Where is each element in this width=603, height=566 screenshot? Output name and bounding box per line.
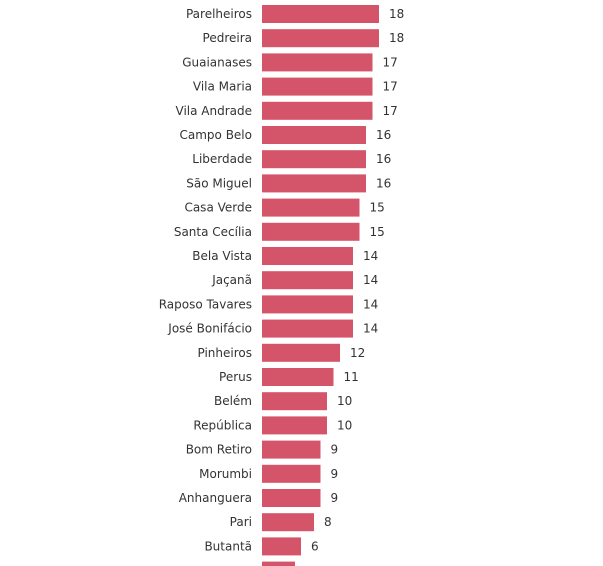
value-label: 16 bbox=[376, 128, 391, 142]
bar-row: São Miguel 16 bbox=[186, 174, 391, 193]
value-label: 17 bbox=[383, 104, 398, 118]
category-label: Pari bbox=[230, 515, 252, 529]
bar bbox=[262, 295, 353, 314]
bar bbox=[262, 222, 360, 241]
bar bbox=[262, 343, 340, 362]
category-label: Liberdade bbox=[192, 152, 252, 166]
bar-row: Pinheiros 12 bbox=[198, 343, 365, 362]
bar bbox=[262, 392, 327, 411]
value-label: 12 bbox=[350, 346, 365, 360]
category-label: Parelheiros bbox=[186, 7, 252, 21]
value-label: 11 bbox=[344, 370, 359, 384]
category-label: Anhanguera bbox=[179, 491, 252, 505]
category-label: Santa Cecília bbox=[174, 225, 252, 239]
bar bbox=[262, 489, 321, 507]
value-label: 15 bbox=[370, 225, 385, 239]
bar bbox=[262, 440, 321, 459]
value-label: 14 bbox=[363, 249, 378, 263]
bar-row: José Bonifácio 14 bbox=[167, 319, 378, 338]
bar-row: Santa Cecília 15 bbox=[174, 222, 385, 241]
bar bbox=[262, 126, 366, 144]
bar-row: Bela Vista 14 bbox=[192, 247, 378, 265]
category-label: Morumbi bbox=[199, 467, 252, 481]
value-label: 15 bbox=[370, 201, 385, 215]
category-label: Bela Vista bbox=[192, 249, 252, 263]
bar-row: Guaianases 17 bbox=[182, 53, 398, 72]
bar bbox=[262, 77, 373, 96]
value-label: 14 bbox=[363, 322, 378, 336]
bar-row: Anhanguera 9 bbox=[179, 489, 338, 507]
bar-row: Liberdade 16 bbox=[192, 150, 391, 169]
bar-row: Jaçanã 14 bbox=[211, 271, 378, 290]
value-label: 8 bbox=[324, 515, 332, 529]
value-label: 10 bbox=[337, 394, 352, 408]
value-label: 9 bbox=[331, 467, 339, 481]
bar-row: Perus 11 bbox=[219, 368, 359, 386]
bar-row: Butantã 6 bbox=[204, 537, 319, 556]
category-label: Vila Maria bbox=[193, 80, 252, 94]
category-label: Jaçanã bbox=[211, 273, 252, 287]
category-label: Perus bbox=[219, 370, 252, 384]
value-label: 16 bbox=[376, 152, 391, 166]
bar-row: Parelheiros 18 bbox=[186, 5, 404, 23]
bar bbox=[262, 174, 366, 193]
category-label: Guaianases bbox=[182, 55, 252, 69]
category-label: República bbox=[193, 418, 252, 432]
value-label: 14 bbox=[363, 273, 378, 287]
bar bbox=[262, 513, 314, 532]
bar-row: Pedreira 18 bbox=[203, 29, 404, 48]
bar-partial bbox=[262, 561, 295, 566]
value-label: 18 bbox=[389, 7, 404, 21]
value-label: 16 bbox=[376, 176, 391, 190]
category-label: Campo Belo bbox=[180, 128, 253, 142]
bar-row: Raposo Tavares 14 bbox=[159, 295, 378, 314]
category-label: Pedreira bbox=[203, 31, 252, 45]
value-label: 6 bbox=[311, 539, 319, 553]
bar bbox=[262, 5, 379, 23]
bar bbox=[262, 29, 379, 48]
bar-row: Pari 8 bbox=[230, 513, 332, 532]
bar bbox=[262, 247, 353, 265]
bar bbox=[262, 150, 366, 169]
value-label: 18 bbox=[389, 31, 404, 45]
bar bbox=[262, 416, 327, 435]
category-label: Butantã bbox=[204, 539, 252, 553]
value-label: 9 bbox=[331, 443, 339, 457]
bar-row: Campo Belo 16 bbox=[180, 126, 391, 144]
bar bbox=[262, 198, 360, 217]
bar bbox=[262, 271, 353, 290]
bar-row: Vila Maria 17 bbox=[193, 77, 398, 96]
bar bbox=[262, 319, 353, 338]
bar-row: Belém 10 bbox=[214, 392, 352, 411]
bar-row: Morumbi 9 bbox=[199, 464, 339, 483]
value-label: 10 bbox=[337, 418, 352, 432]
value-label: 17 bbox=[383, 80, 398, 94]
bar bbox=[262, 53, 373, 72]
bar-row: Bom Retiro 9 bbox=[186, 440, 339, 459]
category-label: José Bonifácio bbox=[167, 322, 252, 336]
category-label: Bom Retiro bbox=[186, 443, 252, 457]
category-label: Casa Verde bbox=[184, 201, 252, 215]
bar-row: Casa Verde 15 bbox=[184, 198, 385, 217]
category-label: Pinheiros bbox=[198, 346, 253, 360]
category-label: Belém bbox=[214, 394, 252, 408]
bar bbox=[262, 101, 373, 120]
bar-row: Vila Andrade 17 bbox=[176, 101, 398, 120]
bar bbox=[262, 537, 301, 556]
value-label: 17 bbox=[383, 55, 398, 69]
category-label: Raposo Tavares bbox=[159, 297, 252, 311]
bar bbox=[262, 464, 321, 483]
category-label: Vila Andrade bbox=[176, 104, 253, 118]
bar-row: República 10 bbox=[193, 416, 352, 435]
value-label: 9 bbox=[331, 491, 339, 505]
bar bbox=[262, 368, 334, 386]
value-label: 14 bbox=[363, 297, 378, 311]
category-label: São Miguel bbox=[186, 176, 252, 190]
